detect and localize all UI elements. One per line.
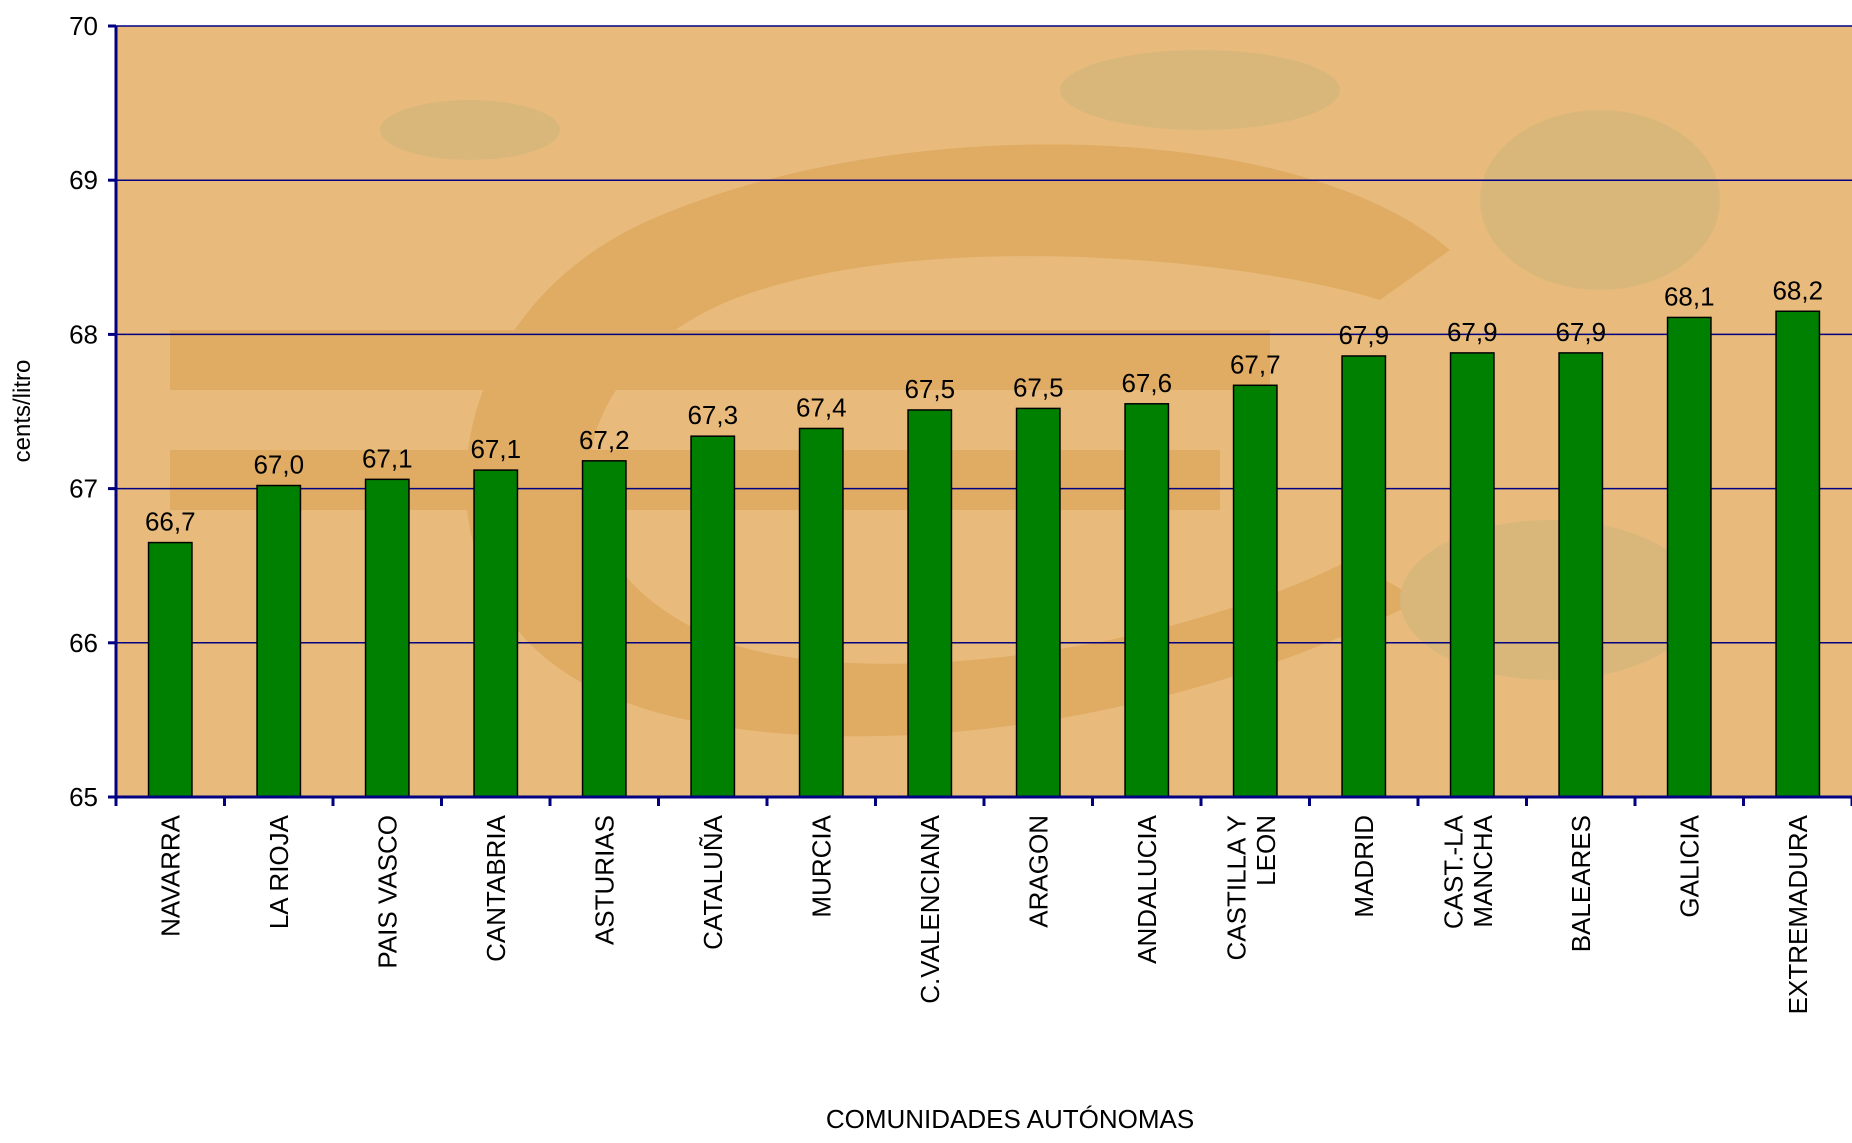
bar [1341,355,1387,798]
watermark [170,50,1720,737]
y-tick-label: 67 [69,474,98,504]
x-tick-label: ARAGON [1023,815,1053,928]
bar [798,427,844,798]
bar [147,541,193,798]
x-axis-title: COMUNIDADES AUTÓNOMAS [826,1104,1194,1134]
x-tick-label: BALEARES [1566,815,1596,952]
value-label: 67,5 [904,374,955,404]
bar [1449,352,1495,798]
value-label: 67,9 [1338,320,1389,350]
y-tick-label: 68 [69,319,98,349]
bar [256,484,302,798]
y-tick-label: 70 [69,11,98,41]
x-tick-label: ANDALUCIA [1132,814,1162,963]
value-label: 67,5 [1013,372,1064,402]
x-tick-label: NAVARRA [155,814,185,936]
y-tick-label: 65 [69,782,98,812]
x-tick-label: ASTURIAS [589,815,619,945]
value-label: 67,9 [1447,317,1498,347]
x-tick-label: PAIS VASCO [372,815,402,969]
bar [1775,310,1821,798]
bar [364,478,410,798]
value-label: 67,3 [687,400,738,430]
y-tick-label: 69 [69,165,98,195]
x-tick-label: LA RIOJA [264,814,294,929]
value-label: 67,1 [470,434,521,464]
bar [1558,352,1604,798]
bar [1015,407,1061,798]
value-label: 68,1 [1664,281,1715,311]
x-tick-label: CAST.-LAMANCHA [1438,814,1498,929]
value-label: 68,2 [1772,275,1823,305]
value-label: 67,2 [579,425,630,455]
value-label: 67,1 [362,443,413,473]
x-tick-label: GALICIA [1674,814,1704,917]
bar [473,469,519,798]
x-tick-label: CATALUÑA [698,814,728,949]
bar [581,460,627,798]
bar [690,435,736,798]
x-tick-label: C.VALENCIANA [915,814,945,1003]
bar [1232,384,1278,798]
bar [1666,316,1712,798]
x-tick-label: EXTREMADURA [1783,814,1813,1014]
value-label: 67,7 [1230,349,1281,379]
value-label: 67,6 [1121,368,1172,398]
value-label: 67,4 [796,392,847,422]
y-tick-label: 66 [69,628,98,658]
x-tick-label: MADRID [1349,815,1379,918]
value-label: 66,7 [145,507,196,537]
x-tick-label: CANTABRIA [481,814,511,962]
x-tick-label: CASTILLA YLEON [1221,815,1281,961]
x-tick-label: MURCIA [806,814,836,917]
value-label: 67,9 [1555,317,1606,347]
bar [907,409,953,798]
y-axis-title: cents/litro [9,360,36,463]
value-label: 67,0 [253,450,304,480]
bar [1124,403,1170,798]
